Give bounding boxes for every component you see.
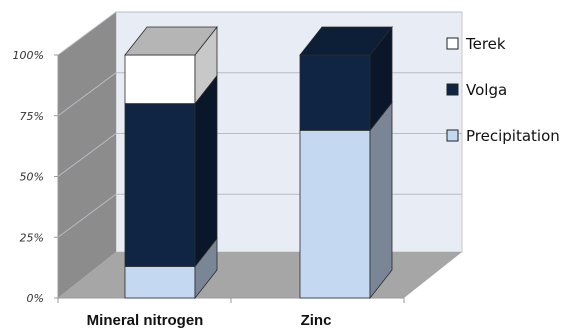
- legend-label-precipitation: Precipitation: [466, 127, 560, 145]
- legend-swatch-volga: [446, 83, 459, 96]
- legend-item-terek: Terek: [446, 35, 506, 53]
- bar-segment-volga-mineral-nitrogen: [124, 74, 218, 268]
- y-tick-label: 0%: [27, 292, 44, 305]
- bar-segment-terek-mineral-nitrogen: [124, 25, 218, 105]
- bar-top-zinc: [299, 26, 393, 56]
- x-axis: Mineral nitrogen Zinc: [87, 312, 332, 329]
- x-label-mineral-nitrogen: Mineral nitrogen: [87, 312, 204, 329]
- legend-item-precipitation: Precipitation: [446, 127, 560, 145]
- bar-top-mineral-nitrogen: [124, 26, 218, 56]
- legend-item-volga: Volga: [446, 81, 507, 99]
- x-label-zinc: Zinc: [301, 312, 332, 329]
- legend-label-volga: Volga: [466, 81, 507, 99]
- chart-floor: [58, 252, 462, 298]
- bars: [124, 25, 393, 300]
- bar-front-volga: [299, 54, 371, 131]
- bar-front-precipitation: [299, 129, 371, 299]
- y-tick-label: 25%: [20, 231, 44, 244]
- bar-segment-precipitation-zinc: [299, 101, 393, 300]
- y-tick-label: 75%: [20, 110, 44, 123]
- bar-side-volga: [194, 74, 218, 268]
- gridline: [57, 11, 462, 56]
- legend: Terek Volga Precipitation: [446, 35, 560, 145]
- legend-swatch-terek: [446, 37, 459, 50]
- bar-front-terek: [124, 54, 196, 104]
- bar-front-precipitation: [124, 266, 196, 299]
- legend-swatch-precipitation: [446, 129, 459, 142]
- bar-segment-volga-zinc: [299, 25, 393, 132]
- bar-front-volga: [124, 103, 196, 267]
- y-tick-label: 100%: [13, 49, 44, 62]
- bar-side-precipitation: [369, 101, 393, 300]
- y-axis: 0% 25% 50% 75% 100%: [13, 49, 405, 305]
- legend-label-terek: Terek: [465, 35, 506, 53]
- y-tick-label: 50%: [20, 171, 44, 184]
